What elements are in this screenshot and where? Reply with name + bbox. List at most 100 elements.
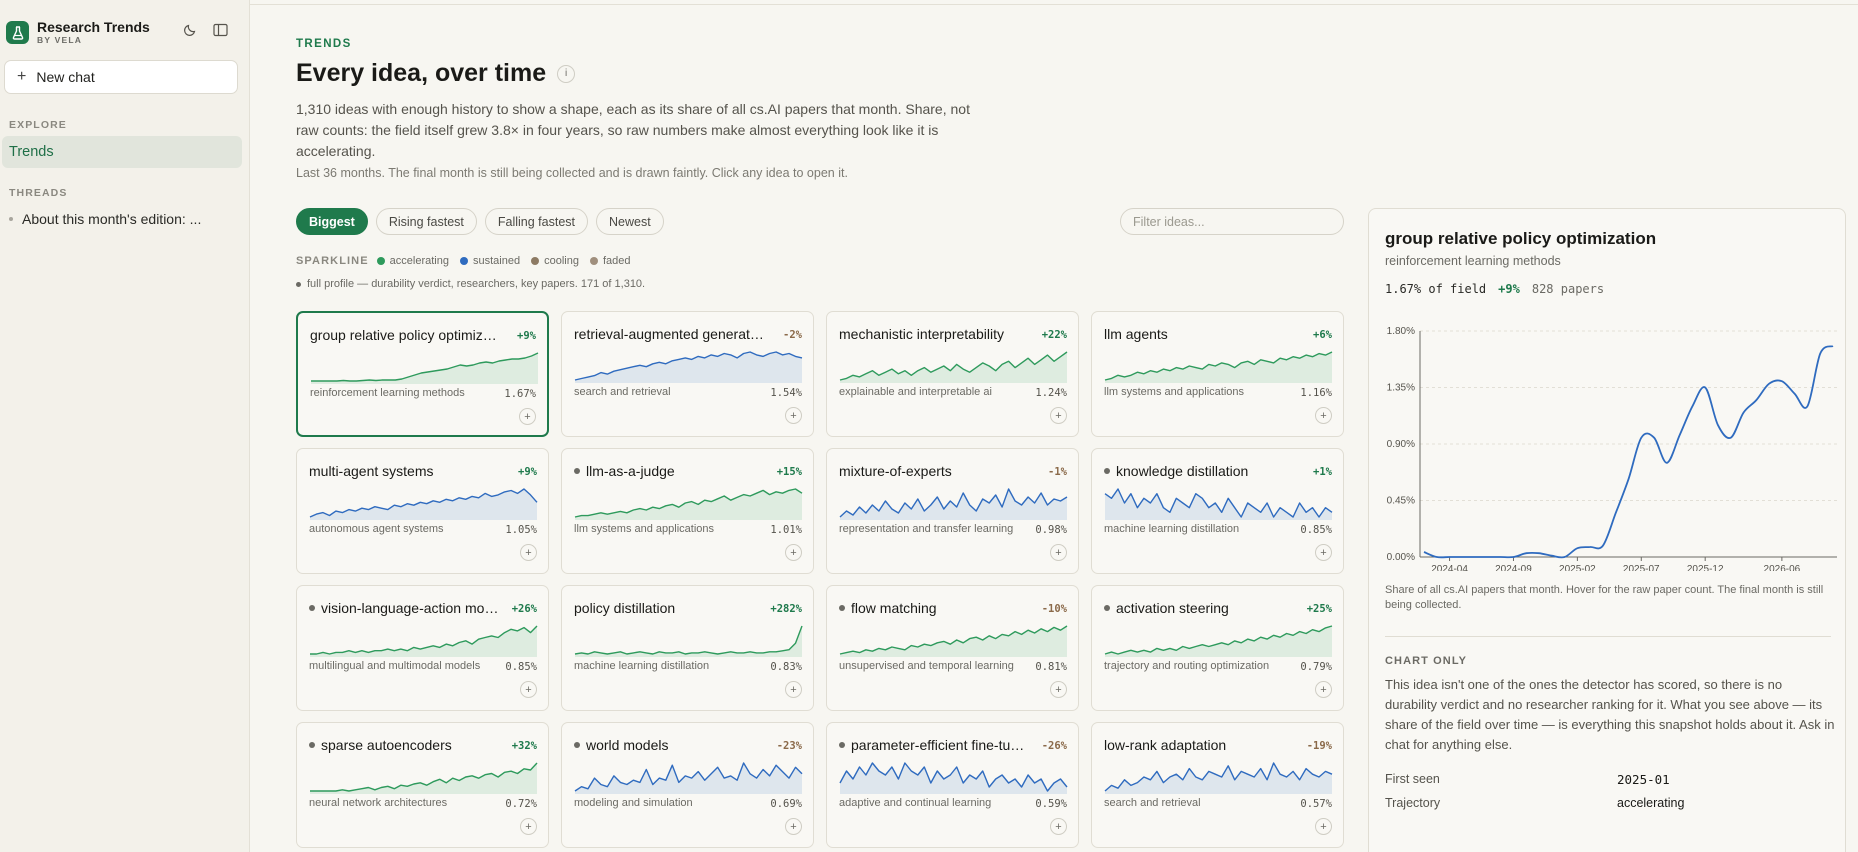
add-plus-icon[interactable]: + bbox=[785, 681, 802, 698]
idea-share: 1.01% bbox=[770, 524, 802, 536]
idea-change: +25% bbox=[1306, 603, 1332, 615]
idea-card-flow-matching[interactable]: flow matching -10% unsupervised and tempor… bbox=[826, 585, 1079, 711]
plus-icon: + bbox=[17, 68, 27, 85]
idea-card-llm-as-a-judge[interactable]: llm-as-a-judge +15% llm systems and applic… bbox=[561, 448, 814, 574]
idea-share: 1.67% bbox=[504, 388, 536, 400]
idea-card-world-models[interactable]: world models -23% modeling and simulation 0… bbox=[561, 722, 814, 848]
idea-title: sparse autoencoders bbox=[321, 737, 452, 753]
profile-dot-icon bbox=[1104, 605, 1110, 611]
profile-note: full profile — durability verdict, resea… bbox=[296, 278, 645, 290]
idea-change: +26% bbox=[511, 603, 537, 615]
idea-card-llm-agents[interactable]: llm agents +6% llm systems and application… bbox=[1091, 311, 1344, 437]
y-tick-label: 0.45% bbox=[1387, 496, 1415, 507]
idea-category: representation and transfer learning bbox=[839, 523, 1014, 535]
idea-card-mixture-of-experts[interactable]: mixture-of-experts -1% representation and … bbox=[826, 448, 1079, 574]
idea-category: llm systems and applications bbox=[574, 523, 715, 535]
brand[interactable]: Research Trends BY VELA bbox=[6, 20, 150, 45]
detail-papers: 828 papers bbox=[1531, 282, 1605, 296]
idea-share: 0.69% bbox=[770, 798, 802, 810]
sidebar-toggle-icon[interactable] bbox=[212, 22, 228, 38]
idea-card-policy-distillation[interactable]: policy distillation +282% machine learning… bbox=[561, 585, 814, 711]
idea-card-multi-agent-systems[interactable]: multi-agent systems +9% autonomous agent s… bbox=[296, 448, 549, 574]
idea-change: -10% bbox=[1041, 603, 1067, 615]
idea-card-vision-language-action-models[interactable]: vision-language-action models +26% multili… bbox=[296, 585, 549, 711]
filter-ideas-input[interactable] bbox=[1120, 208, 1344, 235]
add-plus-icon[interactable]: + bbox=[1050, 818, 1067, 835]
add-plus-icon[interactable]: + bbox=[785, 407, 802, 424]
sparkline-line bbox=[574, 351, 803, 381]
idea-title-row: low-rank adaptation bbox=[1104, 737, 1294, 753]
sparkline-line bbox=[574, 762, 803, 792]
add-plus-icon[interactable]: + bbox=[1315, 681, 1332, 698]
add-plus-icon[interactable]: + bbox=[1315, 544, 1332, 561]
x-tick-label: 2026-06 bbox=[1764, 564, 1801, 571]
idea-category: unsupervised and temporal learning bbox=[839, 660, 1014, 672]
chart-caption: Share of all cs.AI papers that month. Ho… bbox=[1385, 584, 1824, 611]
sparkline-area bbox=[575, 763, 802, 794]
add-plus-icon[interactable]: + bbox=[785, 818, 802, 835]
sparkline-line bbox=[309, 488, 538, 518]
idea-category: search and retrieval bbox=[574, 386, 671, 398]
sparkline bbox=[310, 762, 538, 794]
idea-share: 0.85% bbox=[1300, 524, 1332, 536]
sidebar-item-trends[interactable]: Trends bbox=[2, 136, 242, 168]
sparkline-area bbox=[1105, 352, 1332, 383]
sparkline-area bbox=[310, 763, 537, 794]
idea-share: 0.79% bbox=[1300, 661, 1332, 673]
add-plus-icon[interactable]: + bbox=[1050, 544, 1067, 561]
idea-share: 0.85% bbox=[505, 661, 537, 673]
add-plus-icon[interactable]: + bbox=[520, 818, 537, 835]
sparkline bbox=[839, 351, 1068, 383]
flask-logo-icon bbox=[6, 21, 29, 44]
idea-share: 0.83% bbox=[770, 661, 802, 673]
add-plus-icon[interactable]: + bbox=[1315, 407, 1332, 424]
sparkline bbox=[1104, 488, 1333, 520]
share-line-chart[interactable]: 0.00% 0.45% 0.90% 1.35% 1.80% 2024-04 2024-09 2… bbox=[1369, 309, 1847, 571]
sparkline bbox=[311, 352, 539, 384]
idea-card-retrieval-augmented-generation[interactable]: retrieval-augmented generation -2% search … bbox=[561, 311, 814, 437]
add-plus-icon[interactable]: + bbox=[1050, 681, 1067, 698]
panel-divider bbox=[1385, 636, 1831, 637]
add-plus-icon[interactable]: + bbox=[1050, 407, 1067, 424]
sparkline bbox=[574, 351, 803, 383]
idea-title-row: llm agents bbox=[1104, 326, 1294, 342]
sort-tabs: Biggest Rising fastest Falling fastest N… bbox=[296, 208, 664, 235]
sparkline-area bbox=[840, 352, 1067, 383]
page-description: 1,310 ideas with enough history to show … bbox=[296, 101, 970, 159]
sparkline-line bbox=[839, 762, 1068, 792]
idea-card-knowledge-distillation[interactable]: knowledge distillation +1% machine learnin… bbox=[1091, 448, 1344, 574]
idea-card-group-relative-policy-optimization[interactable]: group relative policy optimization +9% rei… bbox=[296, 311, 549, 437]
idea-card-sparse-autoencoders[interactable]: sparse autoencoders +32% neural network ar… bbox=[296, 722, 549, 848]
brand-subtitle: BY VELA bbox=[37, 35, 83, 45]
idea-card-low-rank-adaptation[interactable]: low-rank adaptation -19% search and retrie… bbox=[1091, 722, 1344, 848]
brand-name: Research Trends bbox=[37, 19, 150, 35]
idea-title-row: knowledge distillation bbox=[1104, 463, 1294, 479]
add-plus-icon[interactable]: + bbox=[785, 544, 802, 561]
moon-icon[interactable] bbox=[182, 22, 198, 38]
idea-title-row: parameter-efficient fine-tuning bbox=[839, 737, 1029, 753]
idea-title: world models bbox=[586, 737, 669, 753]
idea-title-row: group relative policy optimization bbox=[310, 327, 500, 343]
thread-item[interactable]: About this month's edition: ... bbox=[9, 211, 201, 227]
idea-category: neural network architectures bbox=[309, 797, 448, 809]
sparkline-line bbox=[839, 351, 1068, 381]
tab-biggest[interactable]: Biggest bbox=[296, 208, 368, 235]
add-plus-icon[interactable]: + bbox=[520, 681, 537, 698]
tab-rising-fastest[interactable]: Rising fastest bbox=[375, 208, 477, 235]
idea-share: 1.54% bbox=[770, 387, 802, 399]
idea-card-parameter-efficient-fine-tuning[interactable]: parameter-efficient fine-tuning -26% adapt… bbox=[826, 722, 1079, 848]
idea-category: reinforcement learning methods bbox=[310, 387, 465, 399]
add-plus-icon[interactable]: + bbox=[520, 544, 537, 561]
add-plus-icon[interactable]: + bbox=[519, 408, 536, 425]
sparkline-area bbox=[1105, 763, 1332, 794]
detail-change: +9% bbox=[1498, 282, 1520, 296]
idea-card-activation-steering[interactable]: activation steering +25% trajectory and ro… bbox=[1091, 585, 1344, 711]
info-icon[interactable]: i bbox=[557, 64, 576, 83]
new-chat-button[interactable]: + New chat bbox=[4, 60, 238, 94]
idea-title-row: mixture-of-experts bbox=[839, 463, 1029, 479]
add-plus-icon[interactable]: + bbox=[1315, 818, 1332, 835]
idea-card-mechanistic-interpretability[interactable]: mechanistic interpretability +22% explaina… bbox=[826, 311, 1079, 437]
legend-item-sustained: sustained bbox=[459, 255, 520, 267]
tab-falling-fastest[interactable]: Falling fastest bbox=[484, 208, 588, 235]
tab-newest[interactable]: Newest bbox=[596, 208, 664, 235]
